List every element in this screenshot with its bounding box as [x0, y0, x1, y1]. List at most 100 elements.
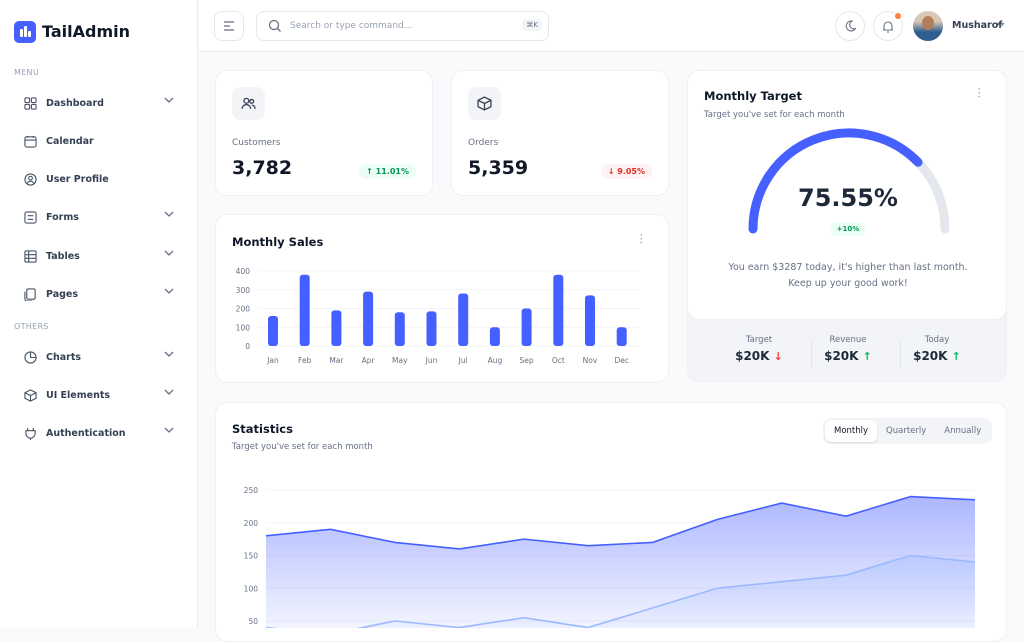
menu-icon: [224, 21, 234, 31]
arrow-up-icon: ↑: [366, 167, 373, 176]
tab-annually[interactable]: Annually: [944, 426, 982, 436]
sidebar-item-forms[interactable]: Forms: [14, 202, 184, 232]
more-options-icon[interactable]: ···: [972, 87, 986, 99]
logo-icon: [14, 21, 36, 43]
pie-chart-icon: [23, 350, 37, 364]
sidebar-item-label: Forms: [46, 211, 79, 223]
sidebar-item-calendar[interactable]: Calendar: [14, 126, 184, 156]
sidebar-item-ui-elements[interactable]: UI Elements: [14, 380, 184, 410]
target-change-badge: +10%: [829, 222, 867, 236]
monthly-sales-chart: 0 100 200 300 400 Jan Feb Mar Apr May Jun Jul Aug Sep…: [236, 267, 640, 365]
y-tick-label: 100: [244, 584, 259, 593]
bar-sep[interactable]: [521, 308, 532, 347]
x-tick-label: Jul: [458, 356, 468, 365]
bar-may[interactable]: [394, 312, 405, 346]
more-options-icon[interactable]: ···: [634, 233, 648, 245]
moon-icon: [845, 20, 856, 32]
stat-label: Today: [924, 335, 950, 345]
logo-text[interactable]: TailAdmin: [42, 22, 130, 41]
card-title: Monthly Target: [704, 89, 802, 103]
chevron-down-icon[interactable]: [996, 22, 1005, 28]
bar-jun[interactable]: [426, 311, 437, 346]
bar-mar[interactable]: [331, 310, 342, 346]
metric-card-customers: Customers 3,782 ↑ 11.01%: [215, 70, 433, 196]
target-message-2: Keep up your good work!: [788, 278, 908, 289]
menu-section-label: MENU: [14, 68, 39, 77]
sidebar-item-dashboard[interactable]: Dashboard: [14, 88, 184, 118]
stat-value: $20K: [735, 349, 770, 363]
sidebar-item-authentication[interactable]: Authentication: [14, 418, 184, 448]
metric-change-badge: ↑ 11.01%: [359, 164, 416, 179]
y-tick-label: 100: [236, 323, 251, 332]
grid-icon: [23, 96, 37, 110]
search-placeholder: Search or type command...: [290, 21, 413, 31]
chevron-down-icon: [164, 211, 174, 217]
sidebar-item-label: Dashboard: [46, 97, 104, 109]
stat-value: $20K: [913, 349, 948, 363]
bar-apr[interactable]: [363, 291, 374, 346]
theme-toggle-button[interactable]: [835, 11, 865, 41]
metric-value: 5,359: [468, 157, 529, 179]
stat-label: Revenue: [829, 335, 867, 345]
bar-nov[interactable]: [585, 295, 595, 346]
chevron-down-icon: [164, 250, 174, 256]
y-tick-label: 150: [244, 552, 259, 561]
gauge-fill: [748, 128, 923, 234]
series-area-2: [266, 555, 975, 628]
sidebar-item-pages[interactable]: Pages: [14, 279, 184, 309]
stat-value: $20K: [824, 349, 859, 363]
chevron-down-icon: [164, 427, 174, 433]
sidebar-item-charts[interactable]: Charts: [14, 342, 184, 372]
sidebar-item-user-profile[interactable]: User Profile: [14, 164, 184, 194]
x-tick-label: Mar: [329, 356, 344, 365]
metric-label: Customers: [232, 138, 281, 148]
sidebar-item-label: UI Elements: [46, 389, 111, 401]
sidebar-item-tables[interactable]: Tables: [14, 241, 184, 271]
metric-value: 3,782: [232, 157, 293, 179]
chevron-down-icon: [164, 389, 174, 395]
sidebar-item-label: Charts: [46, 351, 82, 363]
tab-quarterly[interactable]: Quarterly: [886, 426, 927, 436]
bar-dec[interactable]: [616, 327, 627, 346]
x-tick-label: Oct: [552, 356, 565, 365]
x-tick-label: Feb: [298, 356, 312, 365]
avatar[interactable]: [913, 11, 943, 41]
bar-jan[interactable]: [268, 316, 278, 346]
search-input[interactable]: Search or type command... ⌘K: [256, 11, 549, 41]
notifications-button[interactable]: [873, 11, 903, 41]
bar-aug[interactable]: [489, 327, 500, 346]
chevron-down-icon: [164, 351, 174, 357]
y-tick-label: 300: [236, 286, 251, 295]
y-tick-label: 50: [248, 617, 258, 626]
calendar-icon: [23, 135, 37, 148]
x-tick-label: Sep: [520, 356, 534, 365]
target-stat-revenue: Revenue $20K ↑: [793, 335, 903, 363]
bar-feb[interactable]: [299, 274, 310, 346]
tab-monthly[interactable]: Monthly: [825, 420, 878, 442]
metric-change-badge: ↓ 9.05%: [600, 164, 652, 179]
card-subtitle: Target you've set for each month: [704, 110, 845, 120]
series-line-2: [265, 554, 976, 628]
card-subtitle: Target you've set for each month: [232, 442, 373, 452]
bar-jul[interactable]: [458, 293, 469, 347]
y-tick-label: 400: [236, 267, 251, 276]
divider: [900, 339, 901, 369]
bar-oct[interactable]: [553, 274, 564, 346]
arrow-up-icon: ↑: [951, 350, 961, 363]
user-circle-icon: [23, 172, 37, 186]
user-name[interactable]: Musharof: [952, 20, 1003, 31]
sidebar-item-label: Tables: [46, 250, 80, 262]
shortcut-badge: ⌘K: [522, 19, 542, 31]
chevron-down-icon: [164, 288, 174, 294]
card-title: Statistics: [232, 422, 293, 436]
plug-icon: [24, 427, 36, 440]
y-tick-label: 0: [245, 342, 250, 351]
sidebar-item-label: Calendar: [46, 135, 94, 147]
monthly-sales-card: Monthly Sales ···: [215, 214, 669, 383]
y-tick-label: 200: [236, 305, 251, 314]
box-icon: [23, 388, 37, 402]
sidebar-toggle-button[interactable]: [214, 11, 244, 41]
arrow-up-icon: ↑: [862, 350, 872, 363]
target-percent: 75.55%: [798, 184, 898, 212]
metric-card-orders: Orders 5,359 ↓ 9.05%: [451, 70, 669, 196]
